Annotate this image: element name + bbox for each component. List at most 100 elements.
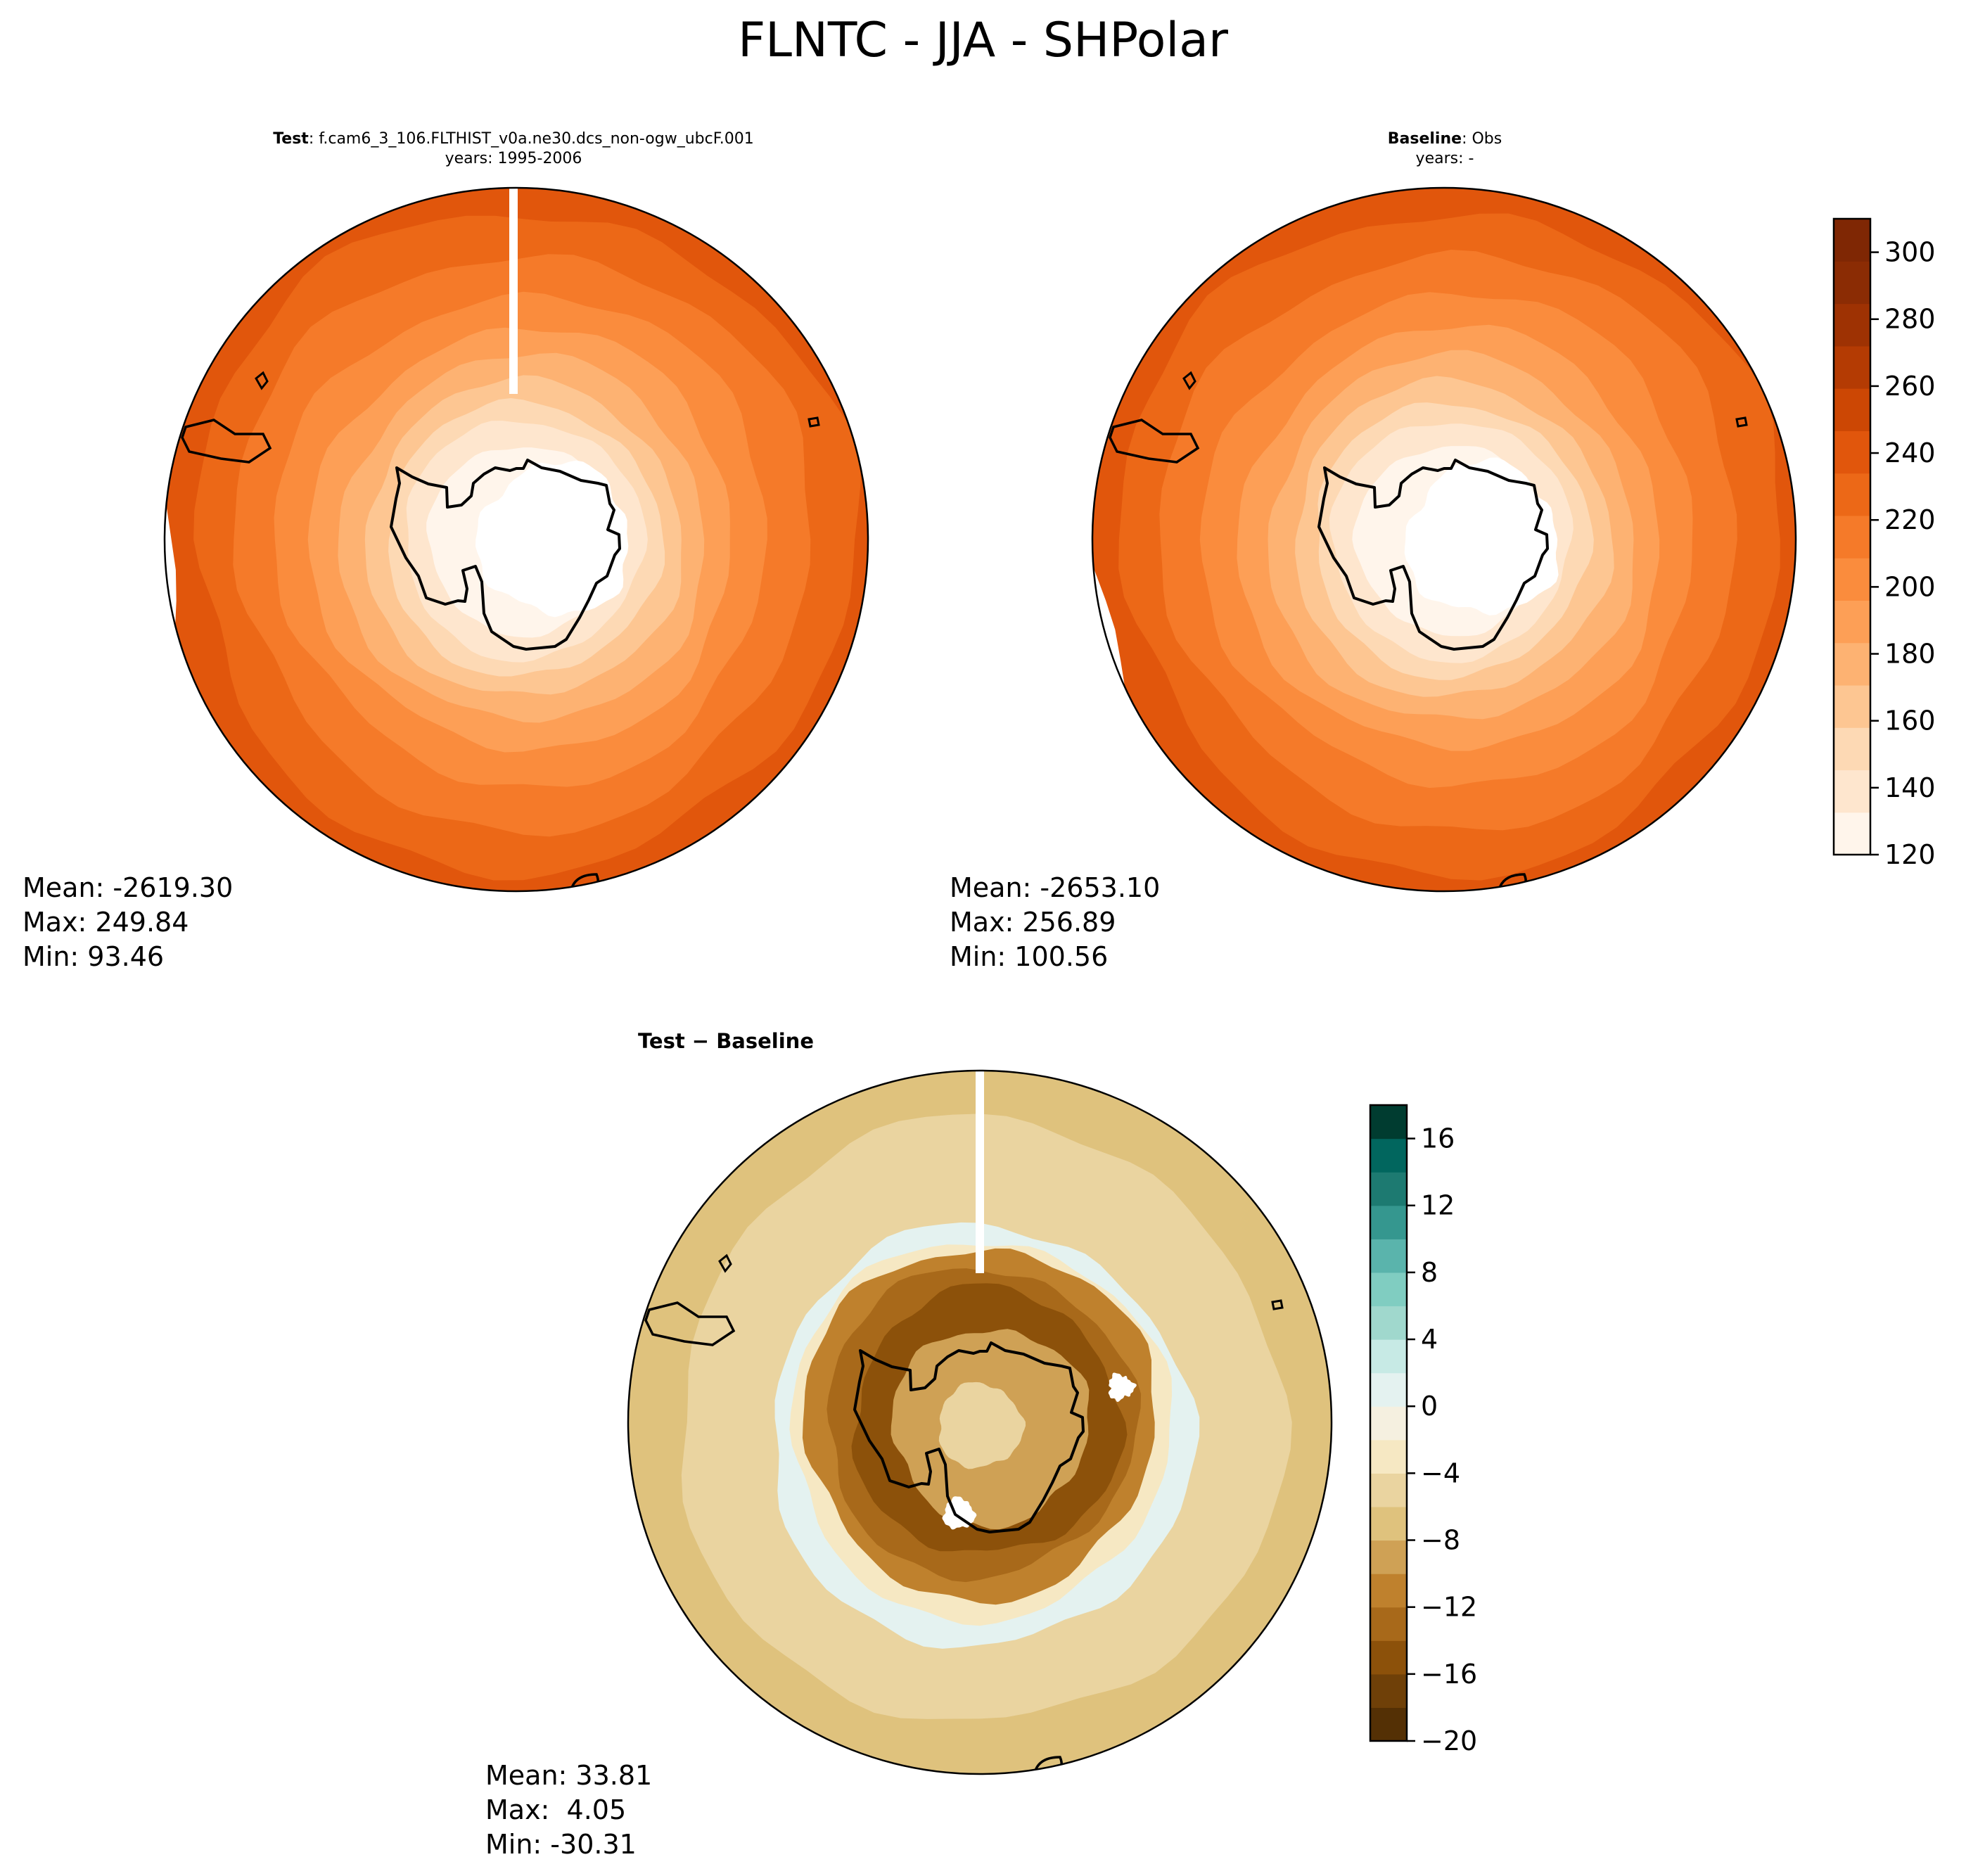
main-colorbar-color-segment [1834, 684, 1870, 728]
island-coast [1271, 1299, 1284, 1310]
main-colorbar-color-segment [1834, 473, 1870, 516]
main-colorbar-color-segment [1834, 812, 1870, 855]
figure-title: FLNTC - JJA - SHPolar [738, 13, 1228, 68]
main-colorbar-color-segment [1834, 430, 1870, 474]
diff-colorbar-tick-label: −8 [1421, 1525, 1460, 1556]
test-map-boundary [163, 186, 869, 893]
diff-colorbar-color-segment [1370, 1306, 1407, 1340]
test-title-years: years: 1995-2006 [445, 150, 582, 167]
south-america-coast [1109, 419, 1200, 464]
baseline-title-rest: : Obs [1462, 130, 1502, 148]
diff-colorbar-color-segment [1370, 1707, 1407, 1742]
diff-colorbar-color-segment [1370, 1105, 1407, 1140]
diff-colorbar-frame [1369, 1104, 1408, 1742]
baseline-stats-max: Max: 256.89 [950, 907, 1116, 938]
main-colorbar-color-segment [1834, 770, 1870, 813]
diff-antarctica-coast [853, 1341, 1085, 1533]
baseline-map [1092, 188, 1796, 891]
test-missing-seam [509, 188, 518, 394]
diff-colorbar-tick-label: 0 [1421, 1391, 1438, 1422]
main-colorbar-tick-label: 280 [1884, 304, 1936, 335]
test-interior-minimum [475, 460, 629, 618]
diff-panel-title: Test − Baseline [585, 1029, 867, 1053]
test-antarctica-coast [390, 459, 621, 651]
main-colorbar-color-segment [1834, 600, 1870, 644]
diff-colorbar-color-segment [1370, 1540, 1407, 1574]
diff-colorbar-color-segment [1370, 1172, 1407, 1206]
diff-stats-max: Max: 4.05 [485, 1794, 627, 1825]
diff-stats: Mean: 33.81 Max: 4.05 Min: -30.31 [485, 1759, 652, 1862]
baseline-antarctica-coast [1317, 459, 1549, 651]
map-outlines [163, 186, 1797, 1775]
diff-pole-band [938, 1382, 1026, 1469]
main-colorbar-tick-label: 300 [1884, 237, 1936, 268]
diff-colorbar-tick-label: −20 [1421, 1725, 1477, 1756]
test-panel-title: Test: f.cam6_3_106.FLTHIST_v0a.ne30.dcs_… [232, 129, 795, 169]
diff-map-boundary [627, 1069, 1333, 1775]
diff-colorbar-tick-label: −12 [1421, 1592, 1477, 1623]
diff-missing-seam [976, 1071, 984, 1273]
baseline-map-boundary [1091, 186, 1797, 893]
diff-colorbar-tick-label: −4 [1421, 1457, 1460, 1488]
diff-colorbar: −20 −16 −12 −8 −4 0 4 8 12 16 [1369, 1104, 1477, 1756]
main-colorbar-color-segment [1834, 261, 1870, 305]
diff-map [628, 1071, 1332, 1774]
diff-colorbar-color-segment [1370, 1372, 1407, 1407]
test-map [167, 188, 868, 891]
diff-stats-min: Min: -30.31 [485, 1829, 637, 1860]
diff-colorbar-color-segment [1370, 1574, 1407, 1608]
main-colorbar-color-segment [1834, 558, 1870, 601]
baseline-interior-minimum [1404, 457, 1559, 615]
diff-colorbar-color-segment [1370, 1205, 1407, 1239]
island-coast [255, 371, 269, 390]
baseline-panel-title: Baseline: Obs years: - [1163, 129, 1726, 169]
baseline-stats: Mean: -2653.10 Max: 256.89 Min: 100.56 [950, 871, 1160, 974]
diff-colorbar-color-segment [1370, 1138, 1407, 1173]
test-stats-max: Max: 249.84 [23, 907, 189, 938]
diff-colorbar-color-segment [1370, 1439, 1407, 1474]
main-colorbar-tick-label: 180 [1884, 639, 1936, 670]
main-colorbar-tick-label: 240 [1884, 438, 1936, 468]
diff-colorbar-color-segment [1370, 1272, 1407, 1307]
diff-colorbar-tick-label: 12 [1421, 1190, 1455, 1221]
main-colorbar-tick-label: 120 [1884, 839, 1936, 870]
main-colorbar-frame [1832, 217, 1872, 856]
island-coast [808, 416, 820, 428]
diff-colorbar-color-segment [1370, 1607, 1407, 1641]
diff-colorbar-color-segment [1370, 1506, 1407, 1541]
diff-colorbar-tick-label: 4 [1421, 1324, 1438, 1355]
main-colorbar-tick-label: 160 [1884, 706, 1936, 736]
diff-colorbar-color-segment [1370, 1640, 1407, 1675]
diff-missing-patch [1108, 1372, 1137, 1403]
main-colorbar: 120 140 160 180 200 220 240 260 280 300 [1832, 217, 1936, 870]
island-coast [718, 1253, 732, 1273]
test-stats-mean: Mean: -2619.30 [23, 872, 234, 903]
main-colorbar-color-segment [1834, 642, 1870, 686]
baseline-stats-mean: Mean: -2653.10 [950, 872, 1161, 903]
main-colorbar-tick-label: 220 [1884, 504, 1936, 535]
diff-colorbar-tick-label: 8 [1421, 1257, 1438, 1288]
diff-colorbar-color-segment [1370, 1339, 1407, 1374]
main-colorbar-tick-label: 200 [1884, 571, 1936, 602]
south-america-coast [644, 1301, 736, 1346]
diff-colorbar-color-segment [1370, 1406, 1407, 1441]
diff-title-bold: Test − Baseline [637, 1029, 814, 1053]
south-america-coast [181, 419, 272, 464]
test-title-rest: : f.cam6_3_106.FLTHIST_v0a.ne30.dcs_non-… [308, 130, 754, 148]
main-colorbar-color-segment [1834, 345, 1870, 389]
island-coast [1735, 416, 1748, 428]
main-colorbar-color-segment [1834, 727, 1870, 771]
test-stats: Mean: -2619.30 Max: 249.84 Min: 93.46 [23, 871, 233, 974]
diff-colorbar-tick-label: −16 [1421, 1659, 1477, 1690]
baseline-title-years: years: - [1415, 150, 1474, 167]
test-title-bold: Test [273, 130, 309, 148]
main-colorbar-tick-label: 260 [1884, 371, 1936, 402]
test-stats-min: Min: 93.46 [23, 941, 165, 972]
baseline-stats-min: Min: 100.56 [950, 941, 1109, 972]
diff-colorbar-color-segment [1370, 1473, 1407, 1507]
diff-colorbar-color-segment [1370, 1673, 1407, 1709]
diff-colorbar-tick-label: 16 [1421, 1123, 1455, 1154]
diff-colorbar-color-segment [1370, 1239, 1407, 1273]
diff-stats-mean: Mean: 33.81 [485, 1760, 653, 1791]
